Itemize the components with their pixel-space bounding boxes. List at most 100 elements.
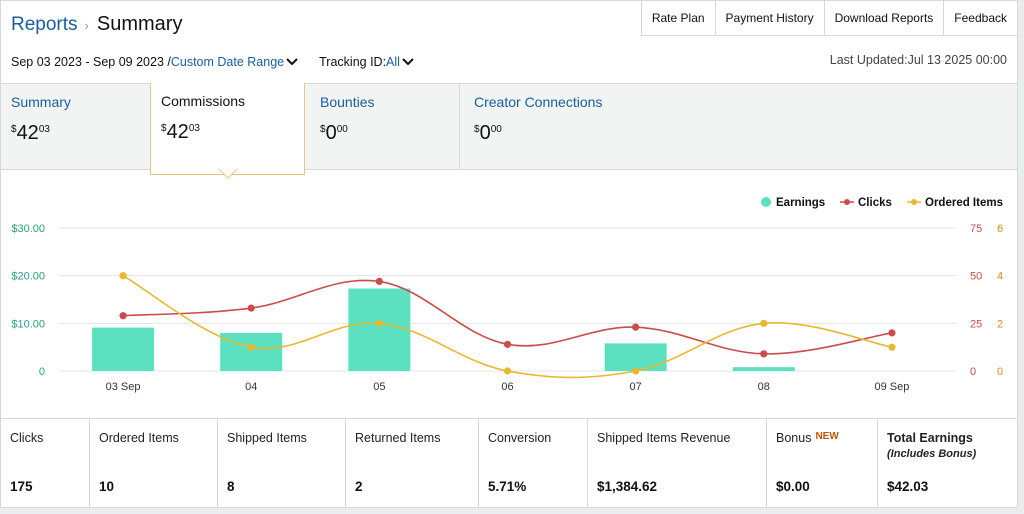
tab-commissions-label: Commissions [161, 93, 246, 109]
ordered-items-point [503, 367, 512, 375]
x-tick-label: 09 Sep [874, 381, 909, 393]
stat-value: $42.03 [887, 479, 929, 494]
ordered-items-point [632, 367, 640, 375]
stat-returned-items: Returned Items 2 [346, 419, 479, 507]
stat-total-earnings: Total Earnings (Includes Bonus) $42.03 [878, 419, 1017, 507]
legend-clicks-swatch [844, 199, 850, 205]
page-edge-bottom [0, 508, 1024, 514]
stat-label: Bonus NEW [776, 431, 839, 445]
feedback-link[interactable]: Feedback [943, 1, 1017, 36]
stats-row: Clicks 175 Ordered Items 10 Shipped Item… [1, 418, 1017, 507]
stat-shipped-revenue: Shipped Items Revenue $1,384.62 [588, 419, 767, 507]
y-right-clicks-tick-label: 75 [970, 223, 982, 235]
new-badge: NEW [815, 431, 839, 442]
y-left-tick-label: $20.00 [11, 271, 45, 283]
stat-sublabel: (Includes Bonus) [887, 448, 977, 460]
stat-label: Shipped Items Revenue [597, 431, 731, 445]
x-tick-label: 07 [630, 381, 642, 393]
stat-label: Conversion [488, 431, 552, 445]
tab-commissions-value: $4203 [161, 121, 200, 143]
page-edge-right [1018, 0, 1024, 514]
stat-label: Clicks [10, 431, 44, 445]
ordered-items-point [119, 272, 127, 280]
y-right-ordered-tick-label: 4 [997, 271, 1003, 283]
ordered-items-point [888, 343, 896, 351]
stat-value: 2 [355, 479, 363, 494]
x-tick-label: 06 [501, 381, 513, 393]
chevron-down-icon[interactable] [286, 57, 298, 67]
stat-value: 175 [10, 479, 33, 494]
performance-chart: Earnings Clicks Ordered Items $30.00 $20.… [11, 197, 1003, 393]
page-title: Summary [96, 13, 183, 35]
tab-commissions[interactable]: Commissions $4203 [150, 83, 305, 175]
payment-history-link[interactable]: Payment History [714, 1, 824, 36]
stat-value: 10 [99, 479, 115, 494]
tab-creator-connections-label: Creator Connections [474, 94, 603, 110]
tab-bounties[interactable]: Bounties $000 [310, 84, 459, 170]
clicks-point [247, 304, 255, 312]
tracking-id-value: All [386, 55, 400, 69]
tab-creator-connections[interactable]: Creator Connections $000 [464, 84, 664, 170]
tab-bounties-value: $000 [320, 122, 348, 144]
clicks-point [119, 312, 127, 320]
stat-conversion: Conversion 5.71% [479, 419, 588, 507]
stat-label: Returned Items [355, 431, 441, 445]
clicks-point [760, 350, 768, 358]
tracking-id-dropdown[interactable]: Tracking ID: All [319, 55, 414, 69]
ordered-items-point [247, 343, 255, 351]
stat-shipped-items: Shipped Items 8 [218, 419, 346, 507]
clicks-point [375, 277, 383, 285]
earnings-bar [348, 288, 411, 371]
breadcrumb-reports-link[interactable]: Reports [11, 14, 78, 35]
x-tick-label: 03 Sep [106, 381, 141, 393]
y-right-clicks-tick-label: 50 [970, 271, 982, 283]
tab-summary[interactable]: Summary $4203 [1, 84, 150, 170]
rate-plan-link[interactable]: Rate Plan [640, 1, 715, 36]
chevron-down-icon [402, 58, 414, 66]
chart-legend: Earnings Clicks Ordered Items [761, 197, 1003, 209]
tracking-id-label: Tracking ID: [319, 55, 387, 69]
legend-ordered-swatch [911, 199, 917, 205]
stat-value: $0.00 [776, 479, 810, 494]
tab-summary-label: Summary [11, 94, 71, 110]
last-updated-text: Last Updated:Jul 13 2025 00:00 [829, 53, 1007, 67]
y-left-tick-label: 0 [39, 366, 45, 378]
summary-tabs: Summary $4203 Commissions $4203 Bounties… [1, 83, 1017, 175]
tab-summary-value: $4203 [11, 122, 50, 144]
stat-clicks: Clicks 175 [1, 419, 90, 507]
x-tick-label: 05 [373, 381, 385, 393]
stat-value: $1,384.62 [597, 479, 658, 494]
x-tick-label: 04 [245, 381, 257, 393]
x-tick-label: 08 [758, 381, 770, 393]
clicks-point [888, 329, 896, 337]
y-right-clicks-tick-label: 0 [970, 366, 976, 378]
tab-bounties-label: Bounties [320, 94, 375, 110]
y-right-ordered-tick-label: 0 [997, 366, 1003, 378]
stat-label: Total Earnings [887, 431, 973, 445]
stat-label: Shipped Items [227, 431, 307, 445]
y-right-clicks-tick-label: 25 [970, 318, 982, 330]
ordered-items-point [375, 319, 383, 327]
earnings-bar [220, 332, 283, 371]
legend-ordered-label: Ordered Items [925, 197, 1003, 209]
stat-label: Ordered Items [99, 431, 179, 445]
legend-clicks-label: Clicks [858, 197, 892, 209]
legend-earnings-label: Earnings [776, 197, 825, 209]
y-right-ordered-tick-label: 2 [997, 318, 1003, 330]
clicks-point [632, 323, 640, 331]
breadcrumb-separator-icon: › [84, 18, 89, 33]
date-range-dropdown[interactable]: Custom Date Range [170, 55, 285, 69]
ordered-items-point [760, 319, 768, 327]
download-reports-link[interactable]: Download Reports [823, 1, 944, 36]
y-right-ordered-tick-label: 6 [997, 223, 1003, 235]
filter-bar: Sep 03 2023 - Sep 09 2023 / Custom Date … [11, 55, 414, 69]
y-left-tick-label: $10.00 [11, 318, 45, 330]
tab-creator-connections-value: $000 [474, 122, 502, 144]
breadcrumb: Reports › Summary [11, 13, 182, 36]
stat-bonus: Bonus NEW $0.00 [767, 419, 878, 507]
earnings-bar [604, 343, 667, 371]
clicks-point [503, 340, 512, 348]
active-tab-pointer-icon [219, 169, 237, 179]
tab-divider [459, 84, 460, 170]
